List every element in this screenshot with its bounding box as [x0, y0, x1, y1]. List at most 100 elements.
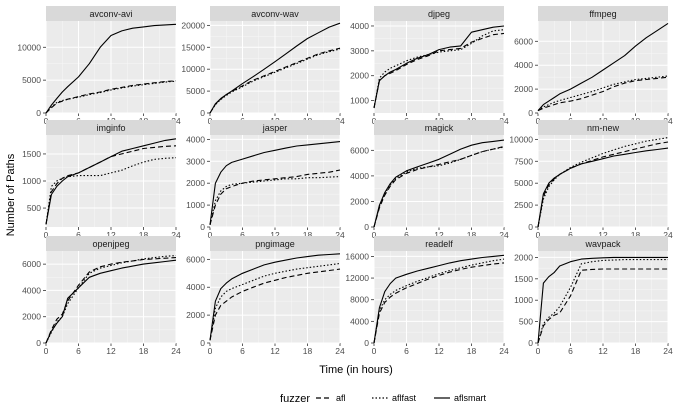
panel-strip: [210, 236, 340, 251]
panel-title: openjpeg: [92, 239, 129, 249]
panel-wavpack: wavpack 0 6 12 18 24 0 500 1000 1500 2000: [514, 236, 673, 356]
x-tick-label: 6: [240, 230, 245, 240]
y-tick-label: 2000: [350, 71, 369, 81]
y-tick-label: 4000: [350, 21, 369, 31]
y-tick-label: 8000: [350, 295, 369, 305]
y-tick-label: 0: [200, 222, 205, 232]
x-tick-label: 6: [568, 346, 573, 356]
legend-label-aflsmart: aflsmart: [454, 393, 487, 403]
y-tick-label: 7500: [514, 156, 533, 166]
x-tick-label: 24: [663, 230, 673, 240]
legend-label-afl: afl: [336, 393, 346, 403]
series-line-afl: [537, 268, 668, 344]
series-line-aflfast: [537, 259, 668, 344]
x-axis-title: Time (in hours): [319, 364, 393, 376]
x-tick-label: 6: [568, 230, 573, 240]
y-tick-label: 20000: [181, 20, 205, 30]
series-line-afl: [373, 32, 505, 109]
x-tick-label: 18: [303, 230, 313, 240]
panel-title: djpeg: [428, 9, 450, 19]
x-tick-label: 18: [631, 346, 641, 356]
x-tick-label: 6: [404, 346, 409, 356]
y-tick-label: 2000: [350, 196, 369, 206]
y-tick-label: 1000: [186, 200, 205, 210]
series-line-afl: [537, 141, 669, 228]
panel-title: nm-new: [587, 123, 620, 133]
x-tick-label: 24: [499, 346, 509, 356]
x-tick-label: 6: [76, 346, 81, 356]
panel-strip: [538, 120, 668, 135]
y-tick-label: 5000: [186, 86, 205, 96]
panel-strip: [46, 6, 176, 21]
x-tick-label: 0: [372, 230, 377, 240]
x-tick-label: 24: [171, 116, 181, 126]
panel-imginfo: imginfo 0 6 12 18 24 500 1000 1500: [22, 120, 181, 240]
series-line-aflsmart: [209, 253, 341, 341]
x-tick-label: 18: [139, 346, 149, 356]
x-tick-label: 18: [631, 230, 641, 240]
panel-title: avconv-avi: [89, 9, 132, 19]
panel-strip: [46, 120, 176, 135]
y-tick-label: 10000: [17, 42, 41, 52]
y-tick-label: 4000: [186, 134, 205, 144]
panel-title: readelf: [425, 239, 453, 249]
series-line-afl: [373, 262, 505, 344]
x-tick-label: 18: [139, 230, 149, 240]
series-line-aflsmart: [373, 25, 505, 109]
panel-strip: [538, 6, 668, 21]
panel-strip: [46, 236, 176, 251]
panel-title: wavpack: [584, 239, 621, 249]
x-tick-label: 12: [598, 230, 608, 240]
panel-title: pngimage: [255, 239, 295, 249]
x-tick-label: 0: [44, 230, 49, 240]
panel-strip: [374, 236, 504, 251]
y-tick-label: 6000: [514, 36, 533, 46]
y-tick-label: 500: [519, 317, 533, 327]
y-tick-label: 2500: [514, 200, 533, 210]
y-tick-label: 0: [528, 338, 533, 348]
y-tick-label: 0: [364, 338, 369, 348]
y-tick-label: 2000: [22, 312, 41, 322]
y-tick-label: 5000: [22, 75, 41, 85]
panel-nm-new: nm-new 0 6 12 18 24 0 2500 5000 7500 10000: [509, 120, 673, 240]
x-tick-label: 12: [270, 346, 280, 356]
series-line-aflsmart: [373, 254, 505, 344]
x-tick-label: 12: [434, 346, 444, 356]
y-tick-label: 6000: [186, 254, 205, 264]
x-tick-label: 0: [208, 346, 213, 356]
x-tick-label: 12: [598, 346, 608, 356]
series-line-aflfast: [373, 146, 505, 228]
panel-strip: [374, 120, 504, 135]
y-tick-label: 0: [36, 338, 41, 348]
x-tick-label: 24: [663, 116, 673, 126]
panel-title: jasper: [262, 123, 288, 133]
panel-strip: [210, 6, 340, 21]
x-tick-label: 24: [335, 346, 345, 356]
series-line-aflfast: [537, 75, 669, 112]
x-tick-label: 0: [208, 230, 213, 240]
y-tick-label: 0: [364, 222, 369, 232]
panel-strip: [374, 6, 504, 21]
x-tick-label: 24: [663, 346, 673, 356]
y-tick-label: 0: [200, 338, 205, 348]
x-tick-label: 0: [536, 230, 541, 240]
series-line-aflsmart: [373, 139, 505, 228]
panel-djpeg: djpeg061218241000200030004000: [350, 6, 509, 126]
series-line-aflfast: [209, 48, 341, 114]
y-tick-label: 4000: [22, 285, 41, 295]
panel-title: magick: [425, 123, 454, 133]
y-tick-label: 4000: [186, 282, 205, 292]
y-tick-label: 1500: [514, 274, 533, 284]
y-tick-label: 1000: [350, 96, 369, 106]
x-tick-label: 0: [372, 346, 377, 356]
x-tick-label: 12: [434, 230, 444, 240]
panel-jasper: jasper 0 6 12 18 24 0 1000 2000 3000 4000: [186, 120, 345, 240]
x-tick-label: 24: [171, 346, 181, 356]
y-tick-label: 4000: [514, 60, 533, 70]
series-line-aflsmart: [45, 259, 177, 344]
panel-strip: [538, 236, 668, 251]
series-line-afl: [373, 145, 505, 228]
panel-pngimage: pngimage 0 6 12 18 24 0 2000 4000 6000: [186, 236, 345, 356]
panel-readelf: readelf 0 6 12 18 24 0 4000 8000 12000 16000: [345, 236, 509, 356]
panel-openjpeg: openjpeg 0 6 12 18 24 0 2000 4000 6000: [22, 236, 181, 356]
